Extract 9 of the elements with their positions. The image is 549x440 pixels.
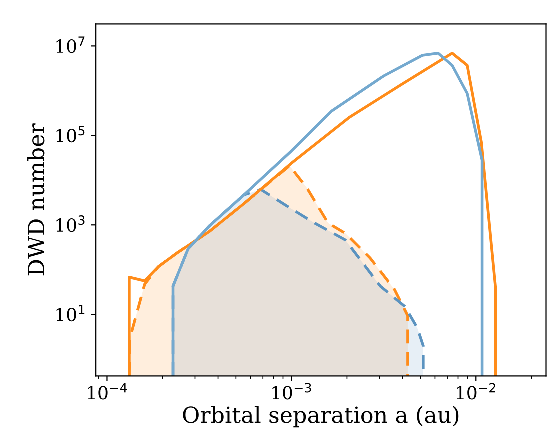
y-axis-title: DWD number xyxy=(28,124,45,276)
y-tick-label: 10$^{7}$ xyxy=(56,36,85,54)
y-tick-label: 10$^{1}$ xyxy=(56,305,85,322)
y-tick-label: 10$^{5}$ xyxy=(56,126,85,143)
x-tick-label: 10$^{−3}$ xyxy=(272,383,312,400)
y-tick-label: 10$^{3}$ xyxy=(56,216,85,232)
x-tick-label: 10$^{−2}$ xyxy=(457,383,496,400)
x-axis-title: Orbital separation a (au) xyxy=(183,406,459,428)
x-tick-label: 10$^{−4}$ xyxy=(88,383,128,400)
